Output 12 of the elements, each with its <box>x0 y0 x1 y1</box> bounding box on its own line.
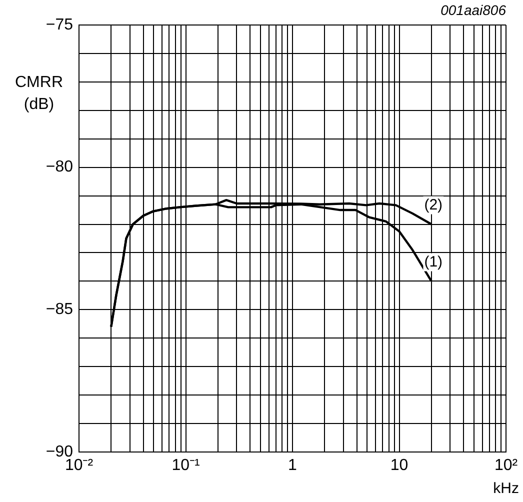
x-axis-title: kHz <box>493 480 519 497</box>
x-tick-label: 1 <box>288 457 298 474</box>
series-label: (1) <box>424 253 443 270</box>
y-tick-label: −85 <box>46 301 74 318</box>
y-tick-label: −80 <box>46 158 74 176</box>
series-label: (2) <box>424 196 443 214</box>
y-axis-title: CMRR (dB) <box>14 73 64 115</box>
x-tick-label: 10⁻¹ <box>172 457 200 474</box>
x-tick-label: 10 <box>390 457 408 474</box>
y-tick-label: −75 <box>46 16 74 34</box>
text: 001aai806 <box>440 2 506 18</box>
x-tick-label: 10² <box>494 457 518 474</box>
